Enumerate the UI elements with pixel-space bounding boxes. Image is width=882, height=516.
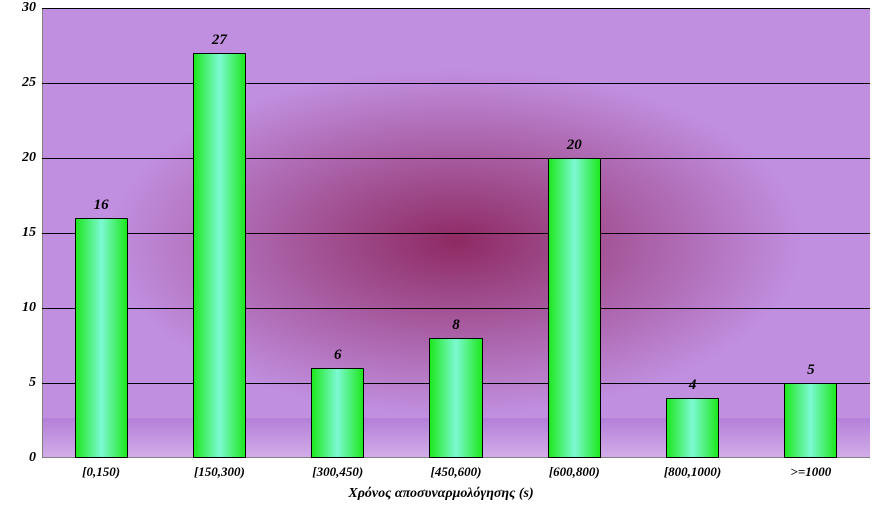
x-tick-label: [600,800) (549, 458, 600, 480)
y-tick-label: 0 (29, 450, 42, 466)
x-tick-label: [300,450) (312, 458, 363, 480)
bar (193, 53, 246, 458)
gridline (42, 233, 870, 234)
bar-value-label: 20 (567, 137, 582, 154)
bar-value-label: 4 (689, 377, 697, 394)
bar-value-label: 16 (94, 197, 109, 214)
bar (75, 218, 128, 458)
gridline (42, 83, 870, 84)
bar (784, 383, 837, 458)
bar-value-label: 5 (807, 362, 815, 379)
x-tick-label: [450,600) (431, 458, 482, 480)
y-tick-label: 25 (22, 75, 42, 91)
x-tick-label: [800,1000) (664, 458, 721, 480)
gridline (42, 8, 870, 9)
bar (429, 338, 482, 458)
gridline (42, 308, 870, 309)
chart-container: Χρόνος αποσυναρμολόγησης (s) 0 5 10 15 20 25 3… (0, 0, 882, 516)
bar (311, 368, 364, 458)
bar (548, 158, 601, 458)
x-tick-label: [0,150) (82, 458, 120, 480)
bar-value-label: 27 (212, 32, 227, 49)
bar (666, 398, 719, 458)
plot-area (42, 8, 870, 458)
bar-value-label: 8 (452, 317, 460, 334)
y-tick-label: 30 (22, 0, 42, 16)
bar-value-label: 6 (334, 347, 342, 364)
y-tick-label: 20 (22, 150, 42, 166)
y-tick-label: 10 (22, 300, 42, 316)
gridline (42, 158, 870, 159)
x-axis-label: Χρόνος αποσυναρμολόγησης (s) (348, 486, 533, 502)
x-tick-label: >=1000 (790, 458, 831, 480)
y-tick-label: 15 (22, 225, 42, 241)
x-tick-label: [150,300) (194, 458, 245, 480)
y-tick-label: 5 (29, 375, 42, 391)
